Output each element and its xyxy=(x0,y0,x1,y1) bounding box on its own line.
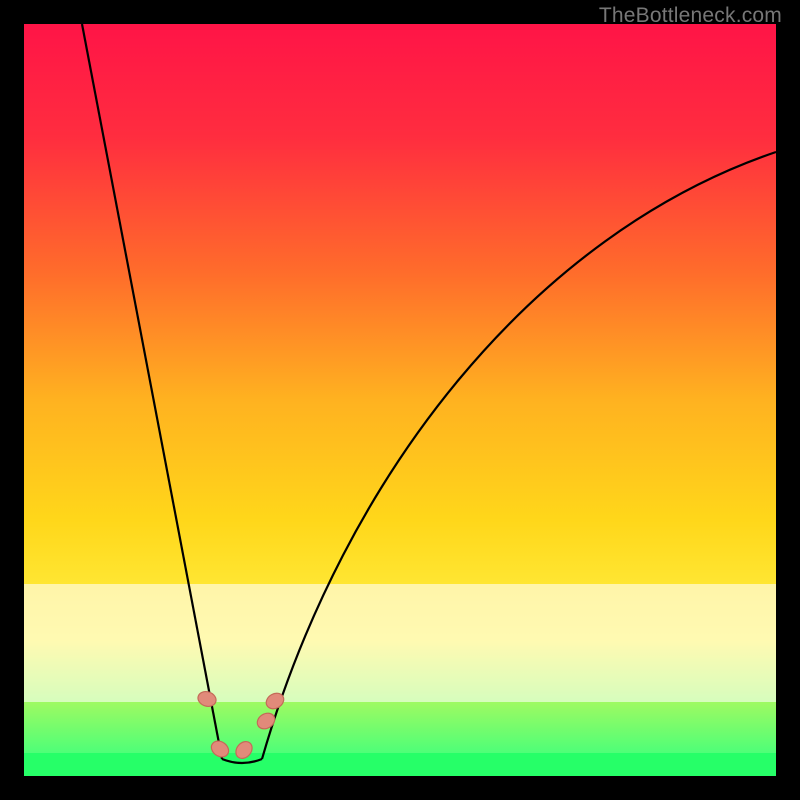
valley-marker xyxy=(263,690,286,712)
chart-root: TheBottleneck.com xyxy=(0,0,800,800)
valley-marker xyxy=(208,738,231,760)
valley-marker xyxy=(254,710,277,732)
valley-markers xyxy=(24,24,776,776)
valley-marker xyxy=(196,689,218,708)
watermark-text: TheBottleneck.com xyxy=(599,4,782,28)
valley-marker xyxy=(233,738,256,761)
